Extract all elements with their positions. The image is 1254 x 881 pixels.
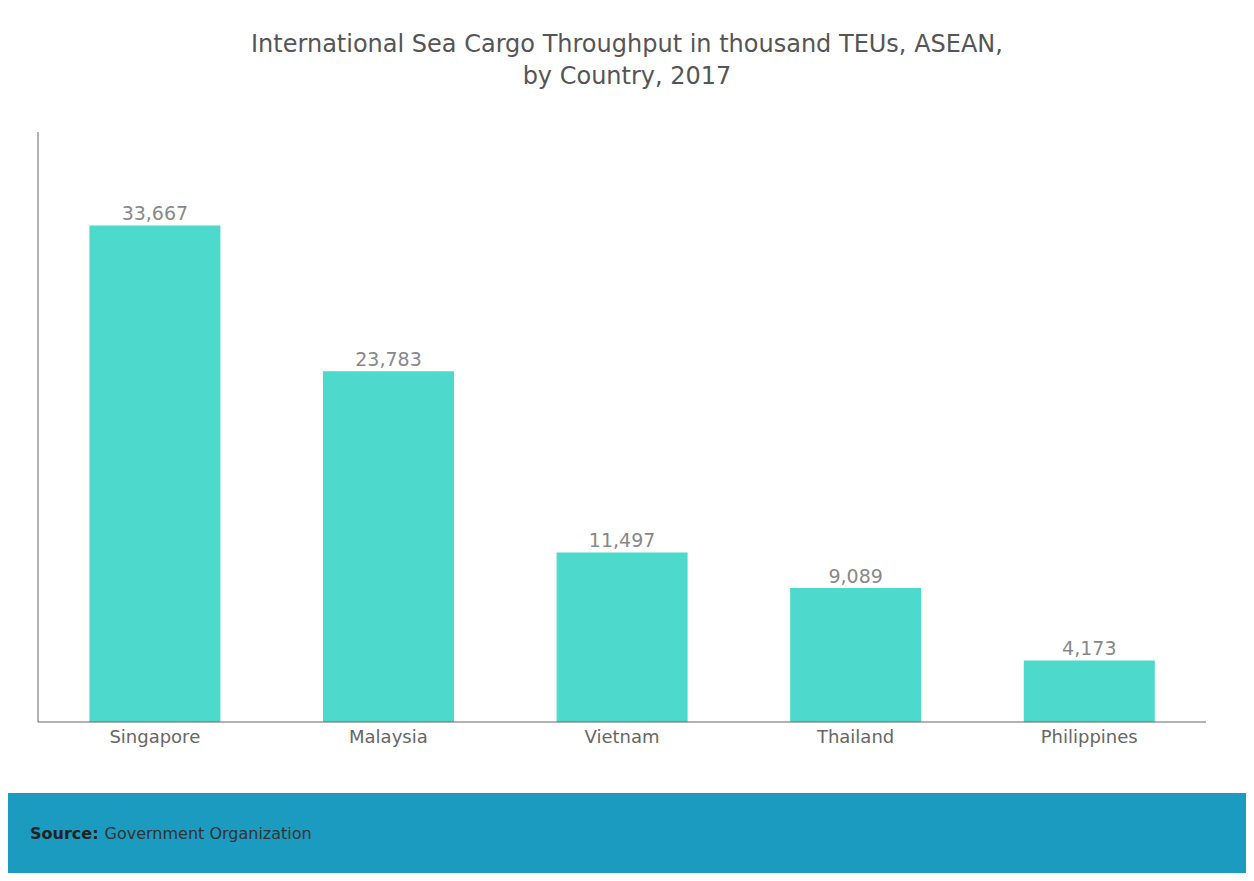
svg-text:Vietnam: Vietnam	[584, 726, 659, 747]
svg-text:4,173: 4,173	[1062, 637, 1116, 659]
html-text:by Country, 2017: by Country, 2017	[522, 62, 732, 90]
svg-text:Malaysia: Malaysia	[349, 726, 428, 747]
svg-text:33,667: 33,667	[122, 202, 188, 224]
svg-text:23,783: 23,783	[355, 348, 421, 370]
html-text:Source: Government Organizatio: Source: Government Organization	[30, 823, 312, 843]
svg-text:Thailand: Thailand	[816, 726, 894, 747]
svg-text:11,497: 11,497	[589, 529, 655, 551]
svg-text:9,089: 9,089	[828, 565, 882, 587]
svg-text:Philippines: Philippines	[1041, 726, 1138, 747]
html-text:International Sea Cargo Throug: International Sea Cargo Throughput in th…	[251, 30, 1003, 58]
svg-text:Singapore: Singapore	[109, 726, 200, 747]
